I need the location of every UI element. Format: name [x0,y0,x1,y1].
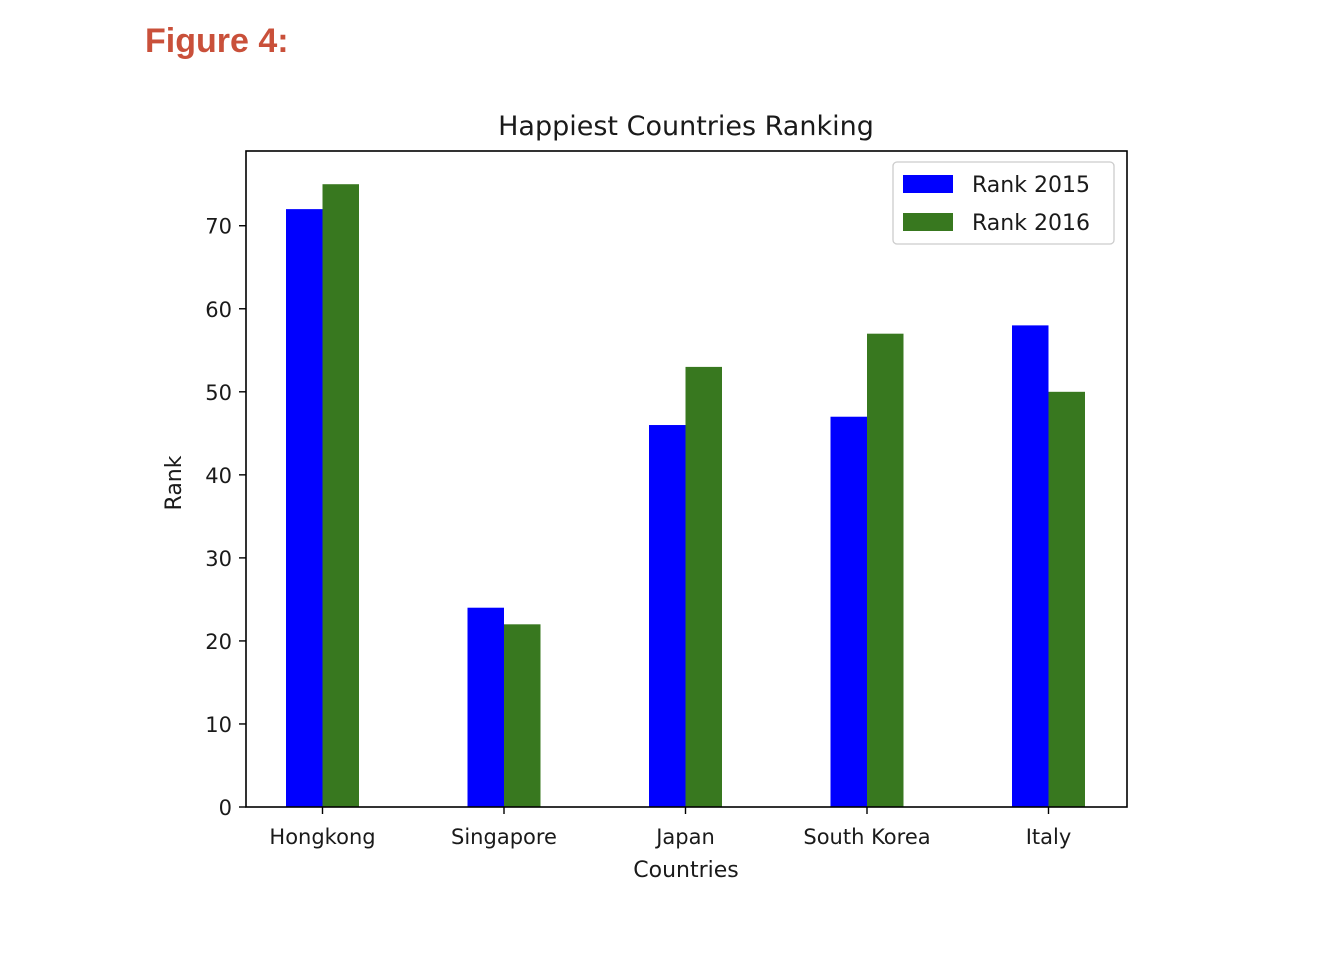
bar-2016-south-korea [867,333,904,807]
figure-label: Figure 4: [145,22,289,60]
x-tick-label: Japan [654,825,715,849]
y-tick-label: 70 [205,215,232,239]
y-tick-label: 40 [205,464,232,488]
bar-2015-south-korea [830,416,867,807]
x-axis: Hongkong Singapore Japan South Korea Italy [269,807,1071,849]
bar-2015-singapore [467,607,504,807]
legend-swatch [903,213,953,231]
y-tick-label: 60 [205,298,232,322]
y-axis: 0 10 20 30 40 50 60 70 [205,215,246,820]
bar-2016-italy [1048,391,1085,807]
y-tick-label: 10 [205,713,232,737]
y-tick-label: 30 [205,547,232,571]
legend: Rank 2015 Rank 2016 [892,161,1115,245]
plot-frame [245,150,1128,808]
bar-2015-italy [1012,325,1049,807]
y-tick-label: 50 [205,381,232,405]
x-tick-label: Singapore [451,825,557,849]
x-axis-label: Countries [633,858,739,883]
bar-2015-hongkong [286,209,323,807]
y-tick-label: 20 [205,630,232,654]
legend-entry: Rank 2016 [972,211,1090,236]
bar-2016-singapore [504,624,541,807]
y-tick-label: 0 [219,796,232,820]
x-tick-label: Hongkong [269,825,375,849]
chart-title: Happiest Countries Ranking [498,111,874,142]
y-axis-label: Rank [162,455,187,510]
legend-entry: Rank 2015 [972,173,1090,198]
legend-swatch [903,175,953,193]
bar-2015-japan [649,425,686,807]
bar-2016-japan [685,366,722,807]
bars [286,184,1085,807]
x-tick-label: Italy [1026,825,1072,849]
x-tick-label: South Korea [803,825,930,849]
bar-2016-hongkong [322,184,359,807]
